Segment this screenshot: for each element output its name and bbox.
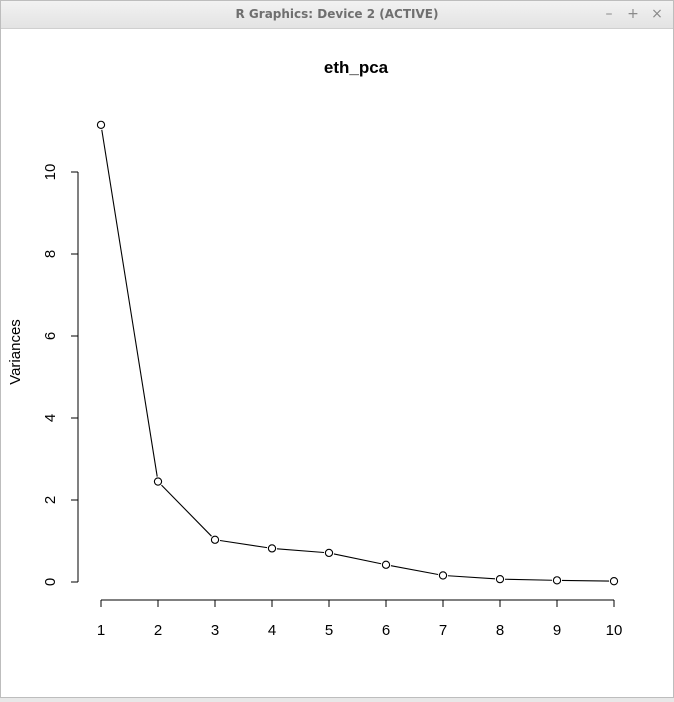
y-tick-label: 4	[42, 414, 59, 422]
minimize-icon[interactable]: –	[605, 6, 613, 22]
y-tick-label: 8	[42, 250, 59, 258]
data-point	[381, 560, 391, 569]
x-tick-label: 1	[97, 622, 105, 639]
data-point	[552, 576, 562, 585]
data-point	[96, 120, 106, 129]
x-tick-label: 8	[496, 622, 504, 639]
data-point	[609, 577, 619, 586]
data-point	[210, 535, 220, 544]
x-tick-label: 9	[553, 622, 561, 639]
data-point	[324, 548, 334, 558]
x-tick-label: 4	[268, 622, 276, 639]
series-segment	[161, 484, 212, 537]
series-segment	[219, 539, 268, 549]
x-tick-label: 10	[606, 622, 623, 639]
y-tick-label: 6	[42, 332, 59, 340]
series-segment	[447, 575, 496, 580]
chart-title: eth_pca	[324, 58, 389, 77]
plot-area: eth_pca Variances 1 2 3 4 5 6 7 8 9 10 0 2 4 6 8 10	[1, 29, 673, 697]
x-axis: 1 2 3 4 5 6 7 8 9 10	[97, 599, 623, 639]
series	[96, 120, 619, 586]
x-tick-label: 6	[382, 622, 390, 639]
data-point	[495, 574, 505, 584]
window-titlebar[interactable]: R Graphics: Device 2 (ACTIVE) – + ×	[1, 1, 673, 29]
y-tick-label: 0	[42, 578, 59, 586]
scree-plot: eth_pca Variances 1 2 3 4 5 6 7 8 9 10 0 2 4 6 8 10	[7, 58, 623, 639]
series-segment	[333, 553, 382, 565]
series-segment	[101, 129, 158, 477]
series-segment	[504, 578, 553, 581]
close-icon[interactable]: ×	[651, 6, 663, 22]
x-tick-label: 3	[211, 622, 219, 639]
y-axis: 0 2 4 6 8 10	[42, 164, 79, 586]
y-tick-label: 2	[42, 496, 59, 504]
maximize-icon[interactable]: +	[627, 6, 639, 22]
y-axis-label: Variances	[7, 319, 24, 385]
window-title: R Graphics: Device 2 (ACTIVE)	[235, 7, 439, 21]
x-tick-label: 7	[439, 622, 447, 639]
series-segment	[276, 548, 325, 554]
series-segment	[390, 565, 439, 576]
y-tick-label: 10	[42, 164, 59, 181]
data-point	[267, 544, 277, 553]
x-tick-label: 2	[154, 622, 162, 639]
x-tick-label: 5	[325, 622, 333, 639]
data-point	[438, 571, 448, 580]
data-point	[153, 477, 163, 486]
series-segment	[561, 579, 610, 582]
